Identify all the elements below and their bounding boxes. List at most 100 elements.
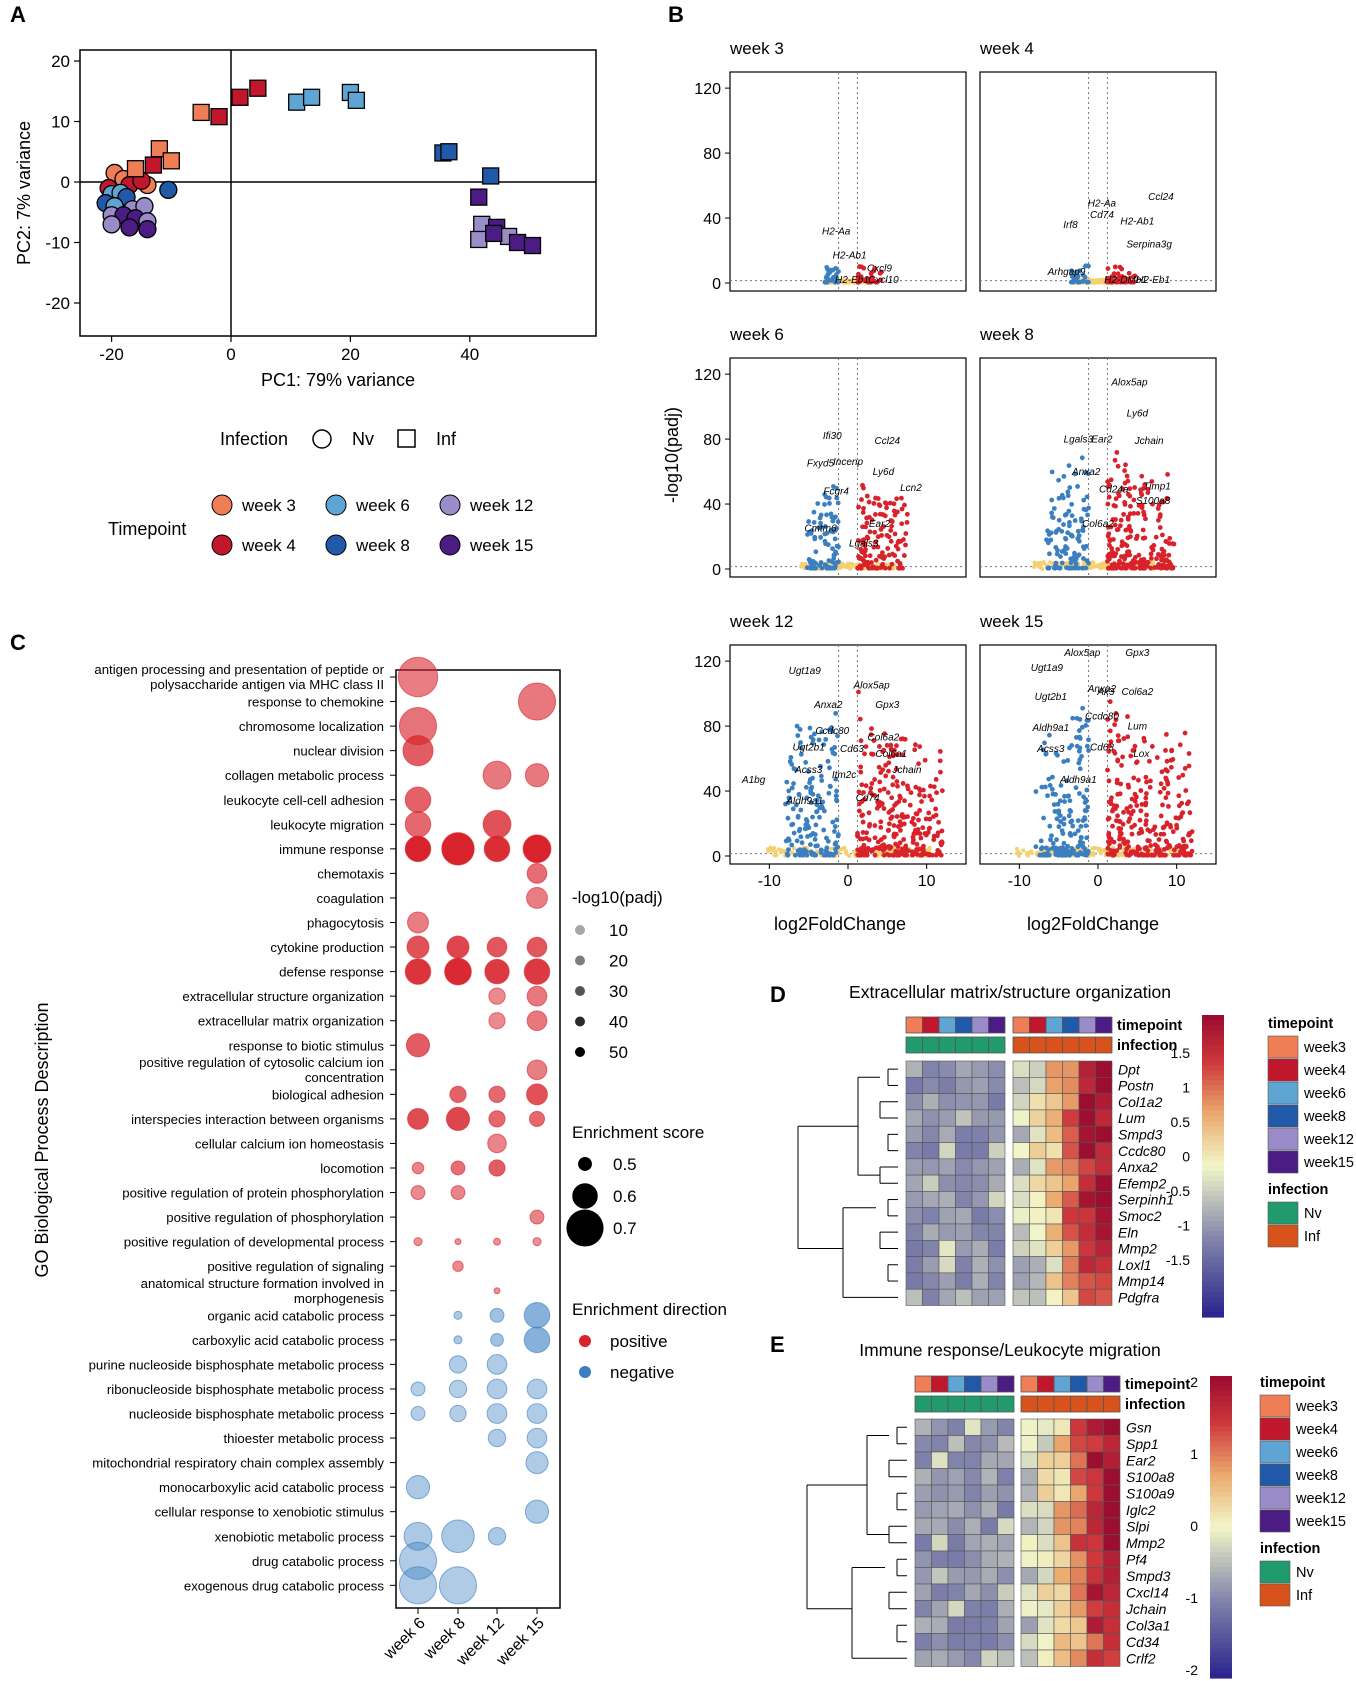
volcano-gene-label: Ccl24 (875, 436, 901, 447)
volcano-point-up (1123, 527, 1129, 533)
volcano-point-down (788, 754, 794, 760)
volcano-point-down (819, 803, 825, 809)
volcano-point-up (894, 779, 900, 784)
volcano-point-down (794, 723, 800, 729)
heatmap-cell-nv (931, 1649, 949, 1667)
volcano-point-up (1108, 739, 1114, 745)
heatmap-cell-nv (931, 1468, 949, 1486)
volcano-point-down (1051, 506, 1057, 511)
colorbar-segment (1202, 1231, 1224, 1238)
colorbar-segment (1202, 1241, 1224, 1248)
go-dot-positive (487, 1133, 507, 1154)
colorbar-segment (1210, 1647, 1232, 1654)
volcano-point-down (824, 512, 829, 518)
colorbar-segment (1210, 1436, 1232, 1443)
colorbar-segment (1202, 1070, 1224, 1076)
volcano-gene-label: Acss3 (1036, 744, 1065, 755)
heatmap-legend-inf-label: Inf (1296, 1588, 1313, 1604)
go-dot-positive (410, 1185, 426, 1201)
pca-xtick-label: 40 (460, 345, 479, 364)
heatmap-cell-inf (1029, 1125, 1047, 1143)
volcano-point-up (939, 828, 945, 834)
colorbar-segment (1210, 1587, 1232, 1594)
heatmap-legend-tp-swatch (1267, 1058, 1299, 1082)
heatmap-cell-nv (938, 1060, 956, 1078)
volcano-point-down (1075, 852, 1081, 858)
volcano-point-down (805, 565, 811, 571)
heatmap-cell-nv (955, 1158, 973, 1176)
heatmap-cell-nv (980, 1501, 998, 1519)
volcano-point-down (1062, 512, 1068, 518)
colorbar-segment (1202, 1166, 1224, 1172)
volcano-point-up (893, 841, 899, 847)
heatmap-infection-cell (971, 1036, 989, 1054)
heatmap-timepoint-cell (980, 1375, 998, 1393)
heatmap-cell-nv (980, 1418, 998, 1436)
heatmap-cell-inf (1045, 1174, 1063, 1192)
heatmap-legend-inf-swatch (1267, 1201, 1299, 1225)
volcano-point-up (1126, 819, 1131, 824)
heatmap-legend-inf-label: Nv (1296, 1565, 1314, 1581)
heatmap-infection-cell (1037, 1395, 1055, 1413)
volcano-point-ns (779, 848, 784, 853)
colorbar-segment (1210, 1597, 1232, 1604)
go-dot-positive (526, 1083, 548, 1106)
volcano-point-down (1068, 560, 1074, 566)
heatmap-cell-inf (1103, 1649, 1121, 1667)
volcano-point-down (1079, 455, 1085, 461)
volcano-point-up (1114, 777, 1120, 783)
volcano-point-up (1115, 546, 1121, 552)
heatmap-cell-nv (988, 1272, 1006, 1290)
legend-enrich-dot (572, 1183, 598, 1209)
volcano-point-up (1133, 794, 1139, 800)
volcano-point-up (895, 783, 900, 789)
volcano-point-down (1079, 835, 1084, 841)
heatmap-cell-inf (1078, 1125, 1096, 1143)
volcano-point-ns (849, 562, 854, 567)
heatmap-cell-nv (938, 1109, 956, 1127)
heatmap-cell-nv (997, 1501, 1015, 1519)
heatmap-cell-inf (1086, 1600, 1104, 1618)
volcano-point-down (1043, 751, 1049, 757)
heatmap-cell-inf (1095, 1142, 1113, 1160)
volcano-point-down (1083, 507, 1089, 513)
heatmap-legend-tp-label: week3 (1295, 1399, 1338, 1415)
volcano-point-up (1116, 826, 1122, 831)
volcano-point-down (1076, 728, 1082, 733)
volcano-point-down (794, 838, 800, 844)
colorbar-segment (1202, 1025, 1224, 1031)
heatmap-gene-label: Efemp2 (1118, 1175, 1166, 1191)
volcano-point-up (883, 762, 889, 768)
heatmap-cell-nv (971, 1174, 989, 1192)
go-dot-positive (488, 1159, 506, 1177)
volcano-gene-label: H2-Aa (822, 226, 851, 237)
volcano-gene-label: Cxcl10 (868, 275, 899, 286)
volcano-point-down (813, 843, 819, 849)
heatmap-cell-inf (1020, 1583, 1038, 1601)
volcano-point-up (889, 814, 895, 820)
volcano-point-up (889, 795, 895, 801)
volcano-point-up (1158, 781, 1164, 787)
go-term-label: extracellular structure organization (182, 989, 384, 1004)
go-term-label: extracellular matrix organization (198, 1014, 384, 1029)
legend-w12-swatch (439, 494, 461, 516)
heatmap-cell-nv (914, 1583, 932, 1601)
volcano-point-down (834, 797, 839, 803)
volcano-gene-label: Fxyd5 (807, 459, 835, 470)
volcano-point-down (804, 795, 810, 801)
volcano-point-ns (1014, 851, 1019, 856)
pca-ytick-label: 0 (61, 173, 70, 192)
volcano-gene-label: H2-Aa (1088, 199, 1117, 210)
heatmap-legend-inf-label: Nv (1304, 1206, 1322, 1222)
go-dot-positive (445, 1106, 471, 1132)
volcano-point-up (1160, 825, 1166, 831)
heatmap-cell-inf (1012, 1272, 1030, 1290)
heatmap-cell-nv (922, 1077, 940, 1094)
volcano-point-down (1073, 785, 1079, 791)
volcano-point-up (898, 538, 904, 544)
volcano-point-down (795, 814, 801, 820)
heatmap-gene-label: Anxa2 (1117, 1159, 1158, 1175)
volcano-point-up (1188, 838, 1194, 844)
heatmap-cell-inf (1103, 1468, 1121, 1486)
heatmap-cell-nv (964, 1550, 982, 1568)
